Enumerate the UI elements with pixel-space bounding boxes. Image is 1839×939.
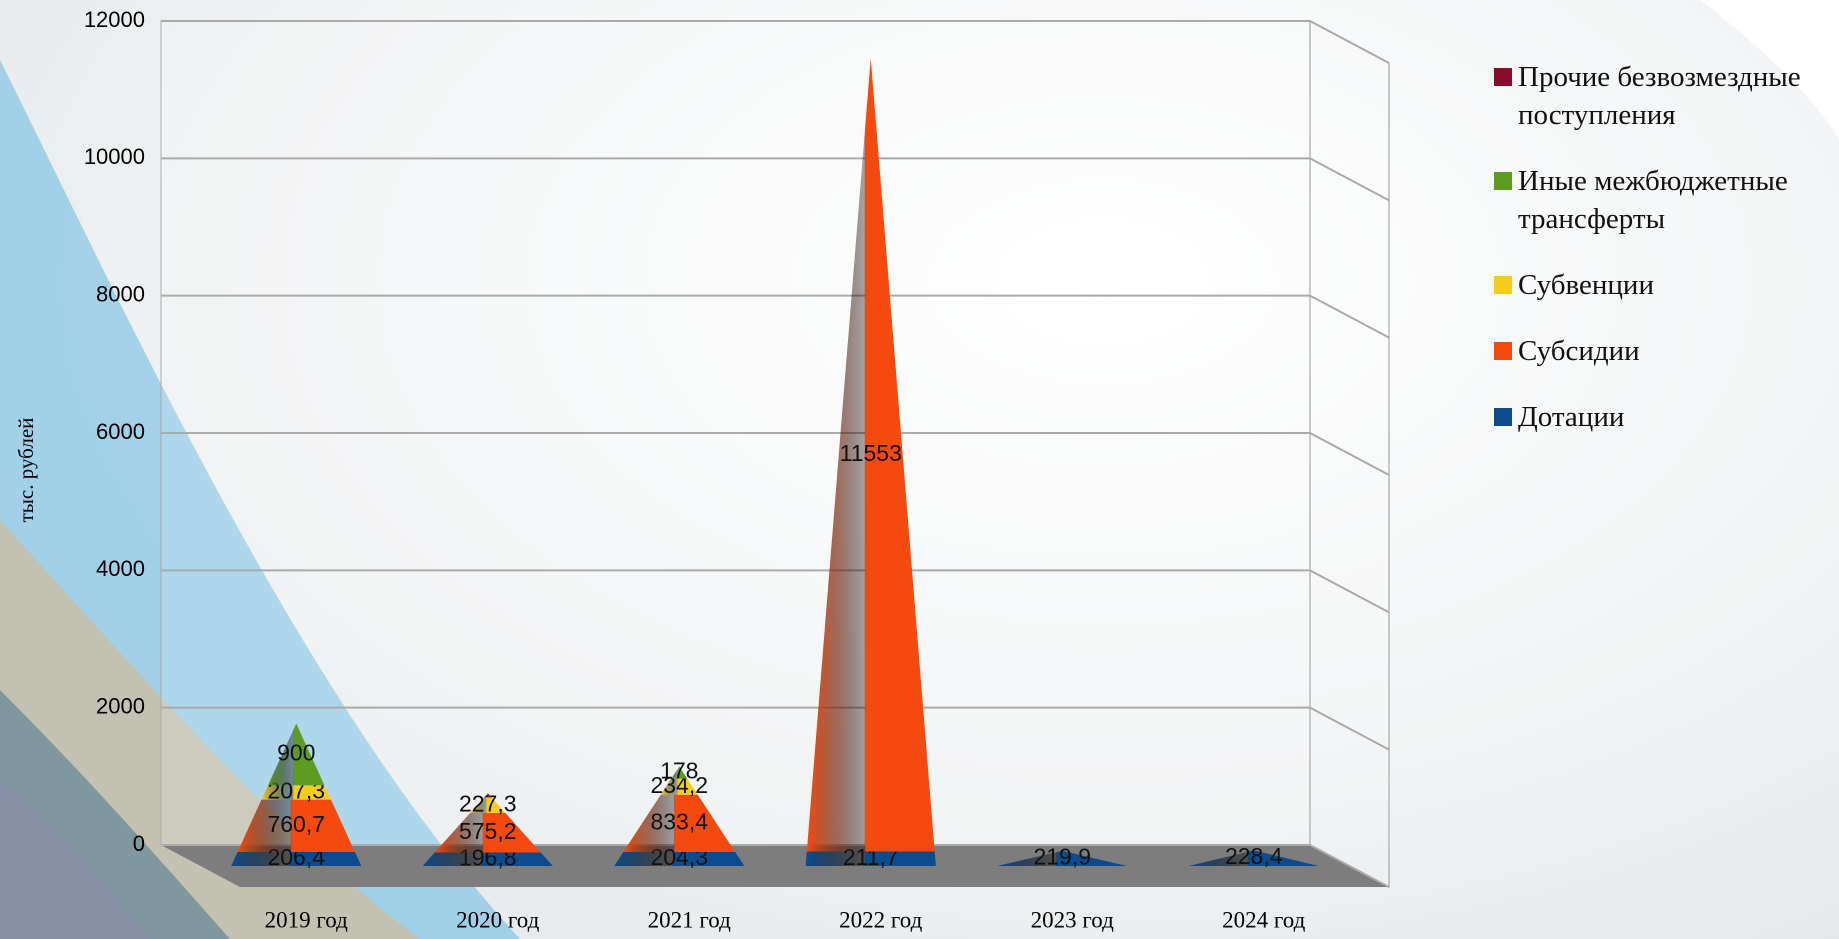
pyramid-segment — [422, 852, 553, 866]
legend: Прочие безвозмездные поступления Иные меж… — [1490, 58, 1839, 464]
pyramid-segment — [806, 58, 935, 852]
legend-swatch — [1494, 68, 1512, 86]
legend-label: Дотации — [1518, 401, 1625, 433]
y-tick-label: 0 — [133, 831, 145, 856]
x-tick-label: 2019 год — [265, 907, 348, 932]
pyramid-segment — [231, 851, 362, 866]
legend-label: Иные межбюджетные трансферты — [1518, 165, 1788, 235]
y-tick-label: 12000 — [84, 7, 145, 32]
pyramid-segment — [660, 778, 698, 795]
grid-line — [1309, 706, 1390, 751]
x-tick-label: 2022 год — [839, 907, 922, 932]
data-label: 833,4 — [650, 808, 708, 834]
grid-line — [1309, 569, 1390, 614]
legend-item: Субвенции — [1490, 266, 1839, 304]
grid-line — [1309, 432, 1390, 476]
data-label: 178 — [660, 758, 698, 784]
data-label: 760,7 — [267, 811, 325, 837]
grid-line — [1309, 157, 1390, 202]
legend-item: Иные межбюджетные трансферты — [1490, 162, 1839, 238]
x-tick-label: 2021 год — [648, 907, 731, 932]
y-axis-label: тыс. рублей — [14, 418, 38, 523]
x-tick-label: 2020 год — [456, 907, 539, 932]
grid-line — [1309, 20, 1390, 64]
y-tick-label: 4000 — [96, 556, 145, 581]
data-label: 11553 — [840, 440, 902, 466]
x-tick-label: 2023 год — [1031, 907, 1114, 932]
pyramid-segment — [470, 797, 506, 813]
pyramid-segment — [484, 793, 492, 798]
legend-item: Прочие безвозмездные поступления — [1490, 58, 1839, 134]
legend-label: Прочие безвозмездные поступления — [1518, 61, 1801, 131]
data-label: 219,9 — [1033, 844, 1091, 870]
pyramid-segment — [1188, 850, 1319, 866]
data-label: 575,2 — [459, 818, 517, 844]
x-tick-label: 2024 год — [1222, 907, 1305, 932]
legend-item: Субсидии — [1490, 332, 1839, 370]
data-label: 900 — [277, 740, 315, 766]
legend-swatch — [1494, 408, 1512, 426]
pyramid-segment — [434, 812, 541, 853]
grid-line — [1309, 294, 1390, 339]
pyramid-segment — [268, 723, 325, 786]
y-tick-label: 2000 — [96, 693, 145, 718]
pyramid-segment — [805, 851, 936, 866]
grid-line — [1309, 844, 1390, 888]
legend-item: Дотации — [1490, 398, 1839, 436]
legend-label: Субсидии — [1518, 335, 1640, 367]
data-label: 228,4 — [1225, 843, 1283, 869]
pyramid-segment — [997, 850, 1128, 866]
pyramid-segment — [671, 766, 688, 779]
y-tick-label: 10000 — [84, 144, 145, 169]
pyramid-segment — [261, 785, 332, 800]
pyramid-segment — [614, 851, 745, 866]
y-tick-label: 6000 — [96, 419, 145, 444]
legend-label: Субвенции — [1518, 269, 1654, 301]
y-tick-label: 8000 — [96, 281, 145, 306]
legend-swatch — [1494, 342, 1512, 360]
legend-swatch — [1494, 276, 1512, 294]
pyramid-segment — [237, 799, 355, 852]
legend-swatch — [1494, 172, 1512, 190]
pyramid-segment — [623, 794, 736, 852]
